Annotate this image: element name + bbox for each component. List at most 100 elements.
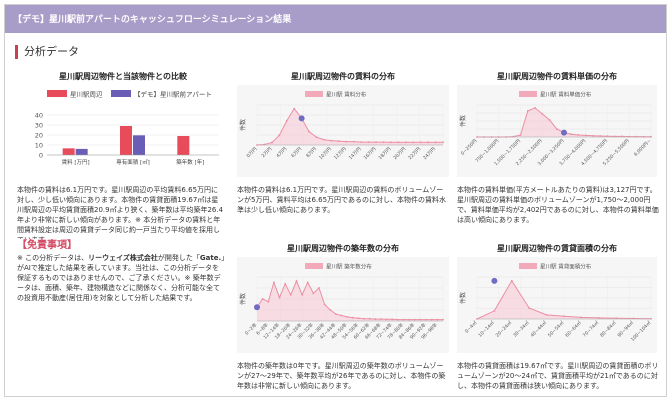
legend-swatch: [305, 91, 323, 97]
data-point: [323, 138, 325, 141]
data-point: [337, 140, 340, 143]
data-point: [380, 318, 382, 320]
x-tick-label: 0万円: [246, 146, 259, 159]
data-point: [650, 317, 652, 320]
x-tick-label: 30~34㎡: [511, 319, 530, 338]
x-tick-label: 18万円: [377, 146, 392, 161]
property-marker: [561, 129, 567, 136]
data-point: [346, 315, 349, 318]
x-tick-label: 6万円: [290, 146, 303, 159]
data-point: [436, 318, 439, 321]
data-point: [408, 318, 411, 321]
legend-label: 星川駅 築年数分布: [326, 263, 372, 271]
data-point: [425, 318, 427, 321]
property-marker: [254, 304, 260, 311]
bar: [120, 126, 132, 155]
y-tick-label: 40: [35, 112, 43, 120]
data-point: [382, 141, 385, 143]
disclaimer-company: リーウェイズ株式会社: [88, 254, 158, 262]
data-point: [615, 317, 618, 320]
section-title: 分析データ: [15, 45, 79, 59]
data-point: [318, 286, 320, 289]
data-point: [278, 296, 281, 299]
area-dist-text: 本物件の賃貸面積は19.67㎡です。星川駅周辺の賃貸面積のボリュームゾーンが20…: [457, 362, 659, 390]
legend-swatch: [519, 91, 537, 97]
data-point: [442, 141, 444, 144]
disclaimer-title: 【免責事項】: [17, 240, 77, 251]
y-tick-label: 30: [35, 122, 43, 130]
data-point: [270, 141, 273, 144]
data-point: [329, 309, 332, 311]
legend-swatch: [111, 90, 131, 97]
data-point: [397, 141, 400, 144]
x-tick-label: 50~54㎡: [546, 319, 565, 338]
disclaimer: 【免責事項】 ※ この分析データは、リーウェイズ株式会社が開発した「Gate.」…: [17, 241, 225, 303]
data-point: [584, 134, 587, 137]
y-axis-label: 件数: [459, 292, 467, 304]
data-point: [390, 141, 392, 144]
y-axis-label: 件数: [459, 115, 467, 127]
data-point: [534, 107, 536, 109]
x-tick-label: 22万円: [407, 146, 422, 161]
x-tick-label: 10万円: [318, 146, 333, 161]
data-point: [430, 318, 433, 321]
data-point: [374, 318, 377, 320]
data-point: [419, 141, 422, 144]
bar: [75, 148, 88, 155]
data-point: [434, 141, 437, 144]
data-point: [308, 130, 310, 133]
x-tick-label: 20万円: [392, 146, 407, 161]
age-dist-card: 星川駅 築年数分布 件数 0~2年 6~8年 12~14年 18~20年 24~26年 30~…: [237, 257, 449, 353]
data-point: [412, 141, 415, 144]
legend-swatch: [519, 263, 537, 269]
data-point: [295, 280, 298, 282]
x-tick-label: 0~4㎡: [463, 319, 478, 334]
data-point: [273, 281, 275, 284]
data-point: [402, 318, 405, 321]
x-tick-label: 4万円: [275, 146, 288, 159]
bar: [133, 135, 145, 155]
data-point: [391, 318, 394, 321]
data-point: [570, 133, 573, 136]
unit-dist-text: 本物件の賃料単価(平方メートルあたりの賃料)は3,127円です。星川駅周辺の賃料…: [457, 186, 659, 224]
data-point: [577, 134, 580, 136]
data-point: [284, 282, 287, 285]
data-point: [606, 135, 609, 138]
data-point: [367, 141, 370, 143]
property-marker: [491, 277, 498, 284]
disclaimer-line2: が開発した「: [157, 254, 200, 262]
data-point: [261, 298, 264, 300]
y-axis-label: 件数: [239, 293, 247, 305]
data-point: [427, 141, 430, 144]
x-tick-label: 2万円: [260, 146, 273, 159]
age-dist-chart: 星川駅 築年数分布件数0~2年6~8年12~14年18~20年24~26年30~…: [239, 263, 444, 341]
x-tick-label: 6,000円~: [633, 138, 653, 158]
x-tick-label: 築年数 [年]: [176, 158, 204, 166]
bar: [62, 148, 75, 155]
data-point: [592, 134, 594, 137]
x-tick-label: 10~14㎡: [477, 319, 496, 338]
data-point: [442, 318, 444, 321]
legend-label: 星川駅 賃料単価分布: [540, 91, 592, 99]
legend-swatch: [47, 90, 67, 97]
rent-dist-text: 本物件の賃料は6.1万円です。星川駅周辺の賃料のボリュームゾーンが5万円、賃料平…: [237, 186, 446, 214]
data-point: [413, 318, 416, 321]
age-dist-text: 本物件の築年数は0年です。星川駅周辺の築年数のボリュームゾーンが27〜29年で、…: [237, 362, 446, 390]
data-point: [301, 293, 303, 296]
property-marker: [298, 115, 305, 122]
data-point: [351, 316, 354, 319]
x-tick-label: 16万円: [363, 146, 378, 161]
data-point: [278, 134, 281, 137]
unit-dist-card: 星川駅 賃料単価分布 件数 0~250円 750~1,000円 1,500~1,750円…: [457, 85, 657, 177]
data-point: [352, 140, 355, 143]
area-dist-card: 星川駅 賃貸面積分布 件数 0~4㎡ 10~14㎡ 20~24㎡ 30~34㎡ 40~44㎡…: [457, 257, 657, 353]
data-point: [419, 318, 422, 321]
x-tick-label: 14万円: [348, 146, 363, 161]
data-point: [306, 281, 309, 284]
data-point: [375, 141, 377, 143]
compare-text: 本物件の賃料は6.1万円です。星川駅周辺の平均賃料6.65万円に対し、少し低い傾…: [17, 186, 224, 239]
x-tick-label: 専有面積 [㎡]: [116, 158, 150, 166]
data-point: [293, 107, 296, 110]
compare-chart-card: 星川駅周辺 【デモ】星川駅前アパート 0 10 20 30 40 賃料 [万円] 専有面積 [㎡…: [19, 85, 227, 177]
